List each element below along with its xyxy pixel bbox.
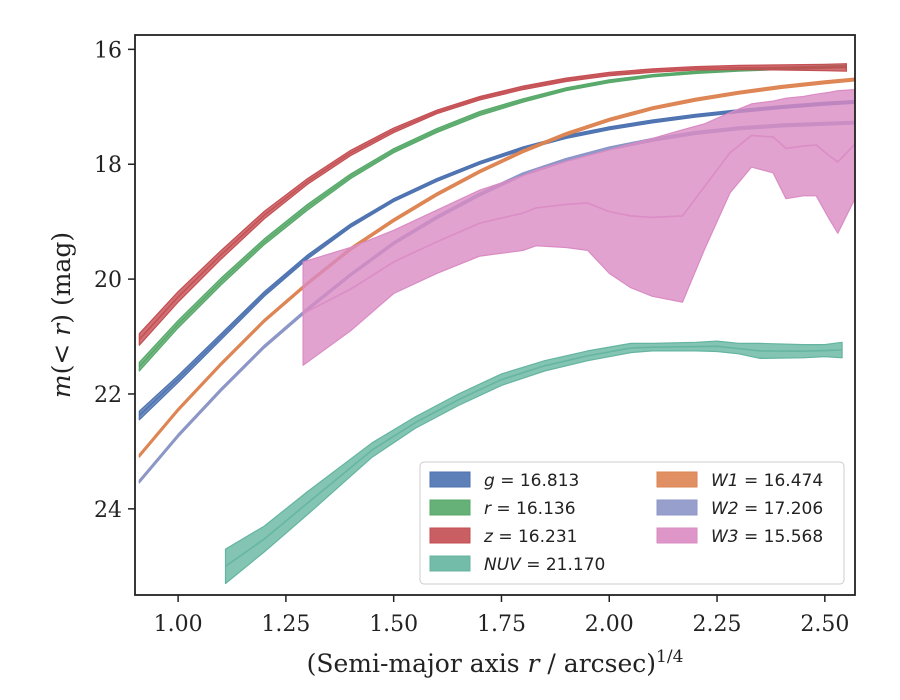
legend-label: W2 = 17.206 xyxy=(711,499,823,519)
legend-swatch xyxy=(656,471,698,488)
legend: g = 16.813 r = 16.136 z = 16.231 NUV = 21.1… xyxy=(419,461,845,585)
y-tick-label: 24 xyxy=(94,498,122,523)
legend-swatch xyxy=(429,555,471,572)
series-line-z xyxy=(138,66,847,340)
x-tick-label: 1.50 xyxy=(369,612,418,637)
series-line-w2 xyxy=(138,121,855,483)
legend-item-g: g = 16.813 xyxy=(429,471,579,491)
plot-frame xyxy=(134,34,856,596)
series-z xyxy=(138,63,848,346)
legend-label: z = 16.231 xyxy=(483,527,577,547)
series-band-g xyxy=(138,99,855,421)
x-tick-label: 1.25 xyxy=(261,612,310,637)
y-tick-label: 16 xyxy=(94,38,122,63)
series-nuv xyxy=(224,340,843,585)
legend-item-z: z = 16.231 xyxy=(429,527,577,547)
legend-item-w1: W1 = 16.474 xyxy=(656,471,823,491)
y-tick-label: 18 xyxy=(94,153,122,178)
series-band-nuv xyxy=(224,340,843,585)
legend-item-w3: W3 = 15.568 xyxy=(656,527,823,547)
y-axis: 16 18 20 22 24 xyxy=(94,38,135,523)
series-band-w3 xyxy=(302,88,855,366)
legend-label: r = 16.136 xyxy=(484,499,576,519)
legend-swatch xyxy=(429,527,471,544)
series-band-z xyxy=(138,63,848,346)
legend-label: g = 16.813 xyxy=(484,471,579,491)
series-line-nuv xyxy=(225,345,843,567)
legend-swatch xyxy=(656,499,698,516)
legend-frame xyxy=(419,461,845,585)
legend-item-w2: W2 = 17.206 xyxy=(656,499,823,519)
legend-item-r: r = 16.136 xyxy=(429,499,576,519)
legend-label: W1 = 16.474 xyxy=(711,471,823,491)
series-line-w3 xyxy=(302,134,855,315)
y-tick-label: 22 xyxy=(94,383,122,408)
x-tick-label: 2.00 xyxy=(585,612,634,637)
series-w3 xyxy=(302,88,855,366)
x-tick-label: 1.00 xyxy=(154,612,203,637)
series-band-w2 xyxy=(138,120,855,484)
legend-label: NUV = 21.170 xyxy=(484,555,605,575)
legend-item-nuv: NUV = 21.170 xyxy=(429,555,605,575)
x-axis-label: (Semi-major axis r / arcsec)1/4 xyxy=(307,647,684,678)
y-tick-label: 20 xyxy=(94,268,122,293)
legend-swatch xyxy=(656,527,698,544)
legend-swatch xyxy=(429,471,471,488)
y-axis-label: m(< r) (mag) xyxy=(47,232,76,398)
x-tick-label: 1.75 xyxy=(477,612,526,637)
series-line-w1 xyxy=(138,78,855,457)
legend-swatch xyxy=(429,499,471,516)
x-axis: 1.00 1.25 1.50 1.75 2.00 2.25 2.50 xyxy=(154,595,849,637)
series-w2 xyxy=(138,120,855,484)
series-layer xyxy=(138,63,855,585)
legend-label: W3 = 15.568 xyxy=(711,527,823,547)
x-tick-label: 2.50 xyxy=(800,612,849,637)
x-tick-label: 2.25 xyxy=(693,612,742,637)
